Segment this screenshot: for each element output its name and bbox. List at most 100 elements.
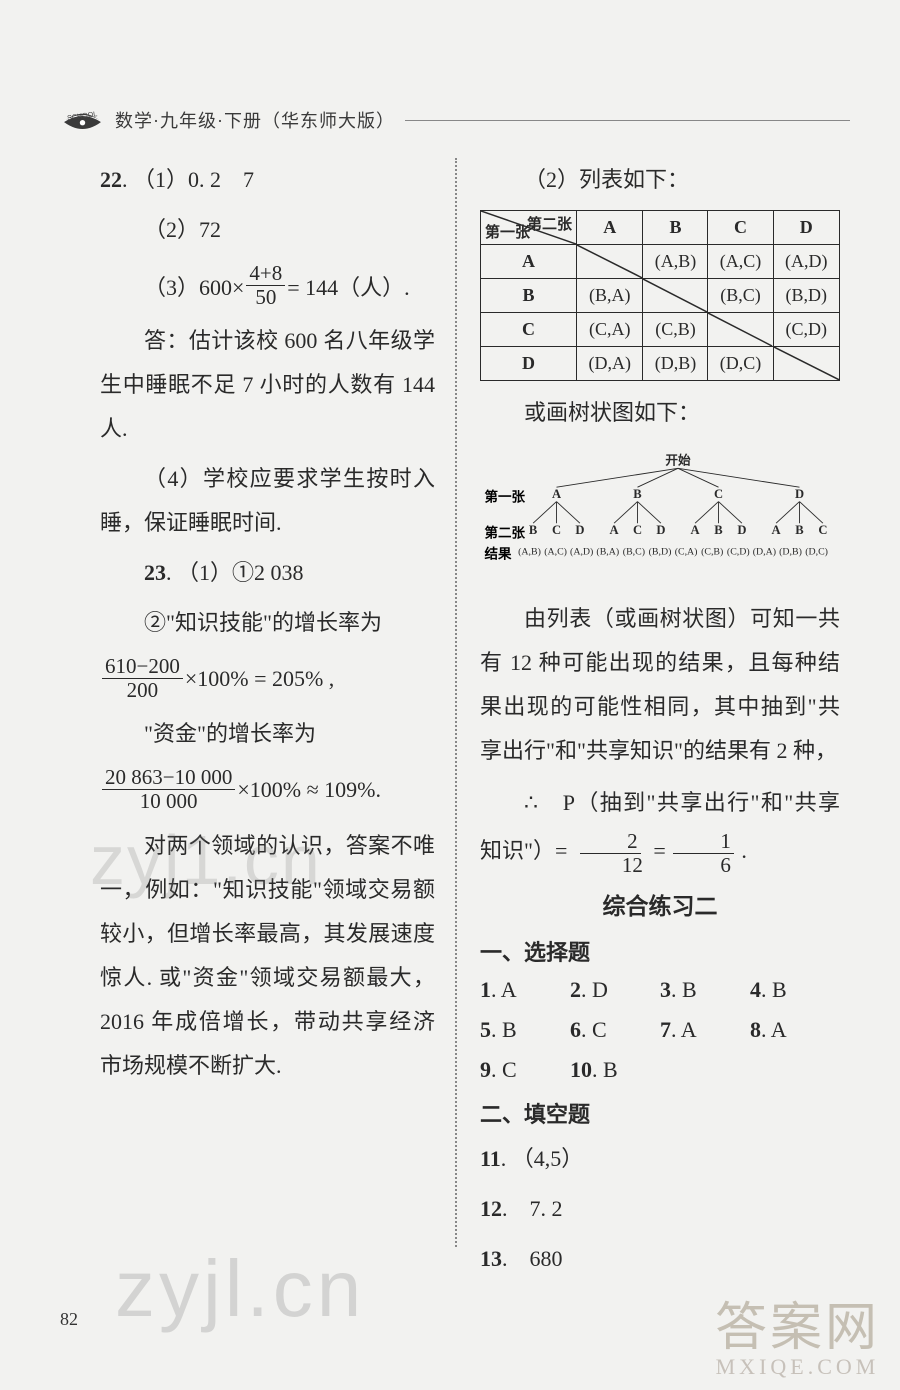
r-probability: ∴ P（抽到"共享出行"和"共享知识"）= 212 = 16 . [480,779,840,877]
svg-text:C: C [552,523,561,537]
mc-answer: 8. A [750,1017,840,1043]
q23-discussion: 对两个领域的认识，答案不唯一，例如："知识技能"领域交易额较小，但增长率最高，其… [100,824,435,1088]
svg-text:(D,B): (D,B) [779,547,802,558]
table-corner: 第二张第一张 [481,211,577,245]
q22-2: （2）72 [100,208,435,252]
right-column: （2）列表如下： 第二张第一张ABCDA(A,B)(A,C)(A,D)B(B,A… [455,158,850,1287]
svg-text:(A,D): (A,D) [570,547,593,558]
svg-text:结果: 结果 [485,545,512,561]
mc-answer: 7. A [660,1017,750,1043]
table-cell-empty [643,279,708,313]
table-cell: (D,C) [708,347,773,381]
svg-text:第二张: 第二张 [485,525,526,541]
page-number: 82 [60,1309,78,1330]
multiple-choice-answers: 1. A2. D3. B4. B5. B6. C7. A8. A9. C10. … [480,977,840,1083]
svg-text:(D,A): (D,A) [753,547,776,558]
table-col-header: B [643,211,708,245]
table-cell: (A,D) [773,245,839,279]
table-cell: (D,A) [577,347,643,381]
svg-text:(B,C): (B,C) [623,547,645,558]
table-cell: (B,D) [773,279,839,313]
r-list-intro: （2）列表如下： [480,158,840,202]
mc-answer: 4. B [750,977,840,1003]
table-cell: (D,B) [643,347,708,381]
left-column: 22. （1）0. 2 7 （2）72 （3）600× 4+850 = 144（… [60,158,455,1287]
svg-text:D: D [656,523,665,537]
header-title: 数学·九年级·下册（华东师大版） [115,107,395,133]
mc-answer: 3. B [660,977,750,1003]
svg-text:开始: 开始 [665,453,691,468]
svg-text:(C,B): (C,B) [701,547,723,558]
svg-text:(D,C): (D,C) [805,547,828,558]
table-col-header: A [577,211,643,245]
svg-text:B: B [529,523,538,537]
watermark-3: 答案网 MXIQE.COM [715,1285,880,1380]
svg-text:D: D [737,523,746,537]
svg-text:A: A [691,523,700,537]
svg-text:B: B [633,487,642,501]
table-cell: (C,B) [643,313,708,347]
svg-text:A: A [552,487,561,501]
mc-answer: 6. C [570,1017,660,1043]
mc-answer: 9. C [480,1057,570,1083]
outcome-table: 第二张第一张ABCDA(A,B)(A,C)(A,D)B(B,A)(B,C)(B,… [480,210,840,381]
table-cell: (A,B) [643,245,708,279]
svg-text:C: C [714,487,723,501]
svg-text:(A,B): (A,B) [518,547,541,558]
svg-text:A: A [610,523,619,537]
svg-text:B: B [714,523,723,537]
q23-growth-eq1: 610−200200 ×100% = 205% , [100,655,435,702]
table-cell-empty [708,313,773,347]
mc-answer: 5. B [480,1017,570,1043]
q22-4: （4）学校应要求学生按时入睡，保证睡眠时间. [100,457,435,545]
table-row-header: C [481,313,577,347]
fill-11: 11. （4,5） [480,1137,840,1181]
r-tree-intro: 或画树状图如下： [480,391,840,435]
svg-text:(B,D): (B,D) [649,547,672,558]
column-divider [455,158,457,1247]
q23-1: 23. （1）①2 038 [100,551,435,595]
r-explain: 由列表（或画树状图）可知一共有 12 种可能出现的结果，且每种结果出现的可能性相… [480,597,840,773]
q22-1: 22. （1）0. 2 7 [100,158,435,202]
q22-3-equation: （3）600× 4+850 = 144（人）. [144,262,435,309]
svg-text:C: C [633,523,642,537]
tree-diagram: 开始第一张第二张结果ABCDBACDCABDDABC(A,B)(A,C)(A,D… [480,441,840,591]
section-title: 综合练习二 [480,887,840,921]
svg-text:B: B [795,523,804,537]
header-rule [405,120,850,121]
q23-growth-label: ②"知识技能"的增长率为 [100,601,435,645]
svg-text:(C,D): (C,D) [727,547,750,558]
table-cell-empty [577,245,643,279]
page-header: SCHOOL 数学·九年级·下册（华东师大版） [60,100,850,140]
svg-text:(B,A): (B,A) [596,547,619,558]
mc-answer: 10. B [570,1057,660,1083]
fill-13: 13. 680 [480,1237,840,1281]
fill-12: 12. 7. 2 [480,1187,840,1231]
table-row-header: D [481,347,577,381]
table-cell: (C,A) [577,313,643,347]
svg-text:C: C [818,523,827,537]
svg-text:(A,C): (A,C) [544,547,567,558]
q22-answer: 答：估计该校 600 名八年级学生中睡眠不足 7 小时的人数有 144 人. [100,319,435,451]
mc-heading: 一、选择题 [480,935,840,967]
table-row-header: A [481,245,577,279]
two-column-layout: 22. （1）0. 2 7 （2）72 （3）600× 4+850 = 144（… [60,158,850,1287]
table-cell: (C,D) [773,313,839,347]
table-col-header: D [773,211,839,245]
table-cell: (A,C) [708,245,773,279]
school-logo-icon: SCHOOL [60,100,105,140]
svg-text:A: A [772,523,781,537]
table-cell-empty [773,347,839,381]
fill-heading: 二、填空题 [480,1097,840,1129]
q23-growth-eq2: 20 863−10 00010 000 ×100% ≈ 109%. [100,766,435,813]
table-row-header: B [481,279,577,313]
svg-text:第一张: 第一张 [485,489,526,505]
table-col-header: C [708,211,773,245]
table-cell: (B,C) [708,279,773,313]
svg-text:D: D [795,487,804,501]
table-cell: (B,A) [577,279,643,313]
svg-text:(C,A): (C,A) [675,547,698,558]
q23-fund-label: "资金"的增长率为 [100,712,435,756]
svg-text:D: D [575,523,584,537]
mc-answer: 1. A [480,977,570,1003]
